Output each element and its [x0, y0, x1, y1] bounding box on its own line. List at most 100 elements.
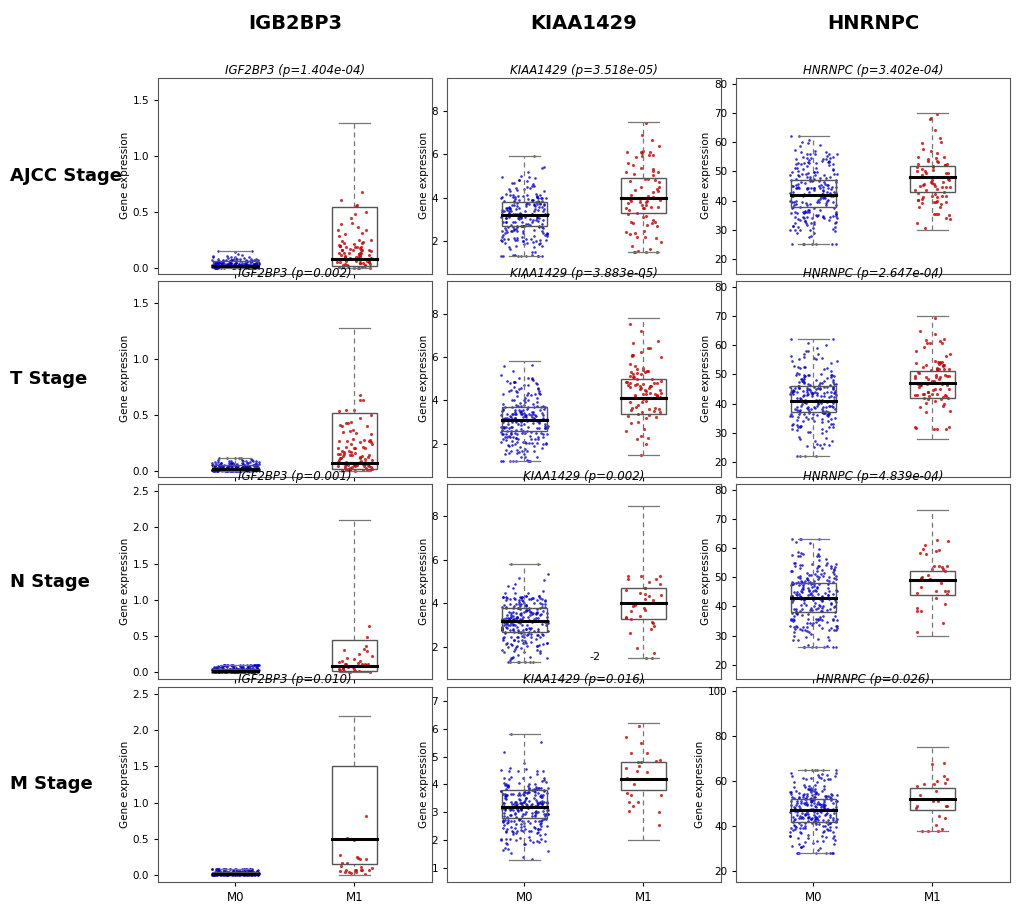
Point — [245, 664, 261, 679]
Point — [206, 868, 222, 882]
Point — [809, 541, 825, 556]
Point — [790, 410, 806, 425]
Point — [529, 764, 545, 778]
Point — [526, 387, 542, 402]
Point — [807, 810, 823, 824]
Point — [811, 138, 827, 153]
Point — [513, 421, 529, 436]
Point — [513, 249, 529, 264]
Point — [539, 567, 555, 582]
Point — [500, 614, 517, 629]
Point — [636, 603, 652, 618]
Point — [925, 422, 942, 437]
Point — [492, 435, 508, 449]
Point — [938, 771, 955, 786]
Point — [815, 794, 832, 809]
Point — [937, 389, 954, 403]
Point — [358, 222, 374, 237]
Point — [618, 609, 634, 624]
Point — [809, 380, 825, 395]
Point — [927, 370, 944, 385]
Point — [524, 607, 540, 621]
Point — [791, 571, 807, 585]
Text: M Stage: M Stage — [10, 776, 93, 793]
Point — [205, 868, 221, 882]
Point — [237, 256, 254, 271]
Point — [813, 422, 829, 437]
Point — [243, 868, 259, 882]
Point — [619, 786, 635, 800]
Point — [220, 865, 236, 879]
Point — [514, 594, 530, 608]
Point — [644, 148, 660, 163]
Point — [218, 253, 234, 267]
Point — [818, 587, 835, 602]
Point — [333, 444, 350, 459]
Point — [817, 822, 834, 836]
Point — [518, 197, 534, 211]
Point — [827, 640, 844, 654]
Point — [500, 421, 517, 436]
Point — [240, 664, 257, 679]
Point — [249, 864, 265, 879]
Point — [225, 659, 242, 674]
Point — [787, 804, 803, 819]
Point — [228, 662, 245, 676]
Point — [629, 397, 645, 412]
Point — [827, 214, 844, 229]
Point — [919, 567, 935, 582]
Point — [329, 454, 345, 469]
Point — [828, 788, 845, 802]
Point — [504, 617, 521, 631]
Point — [785, 219, 801, 233]
Point — [506, 411, 523, 425]
Point — [500, 206, 517, 221]
Point — [498, 636, 515, 651]
Point — [502, 223, 519, 238]
Point — [784, 189, 800, 204]
Point — [820, 419, 837, 434]
Point — [827, 815, 844, 830]
Point — [784, 417, 800, 432]
Point — [539, 844, 555, 858]
Point — [518, 790, 534, 805]
Point — [626, 244, 642, 259]
Point — [223, 664, 239, 679]
Point — [224, 866, 240, 880]
Point — [225, 257, 242, 272]
Point — [632, 428, 648, 443]
Point — [806, 596, 822, 610]
Point — [782, 766, 798, 780]
Point — [928, 181, 945, 196]
Point — [208, 664, 224, 679]
Point — [826, 198, 843, 212]
Point — [534, 794, 550, 809]
Point — [917, 357, 933, 372]
Point — [515, 424, 531, 438]
Point — [224, 259, 240, 274]
Point — [530, 557, 546, 572]
Point — [217, 867, 233, 881]
Point — [249, 463, 265, 478]
Title: KIAA1429 (p=3.518e-05): KIAA1429 (p=3.518e-05) — [510, 64, 657, 77]
Point — [649, 200, 665, 215]
Point — [224, 865, 240, 879]
Point — [529, 413, 545, 427]
Point — [626, 598, 642, 613]
Point — [822, 787, 839, 801]
Point — [938, 534, 955, 549]
Point — [344, 423, 361, 437]
Point — [523, 805, 539, 820]
Point — [816, 789, 833, 803]
Point — [236, 664, 253, 678]
Point — [229, 663, 246, 677]
Point — [791, 824, 807, 839]
Point — [796, 791, 812, 806]
Point — [234, 865, 251, 879]
Point — [782, 387, 798, 402]
Point — [520, 780, 536, 795]
Point — [520, 400, 536, 414]
Point — [803, 580, 819, 595]
Point — [794, 790, 810, 805]
Point — [535, 430, 551, 445]
